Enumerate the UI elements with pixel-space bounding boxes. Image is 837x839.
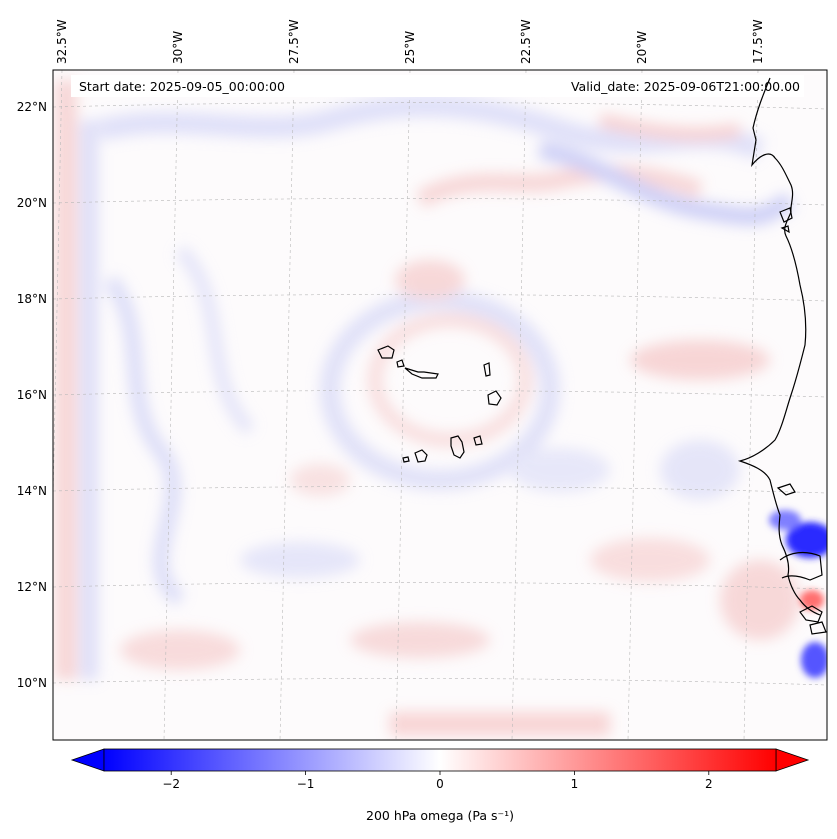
boa-vista-island [487,390,502,406]
date-header-band [71,75,804,97]
meridian-line [395,70,411,740]
sao-vicente-island [396,359,405,368]
colorbar-body [70,748,810,772]
colorbar-max-extend [775,748,810,772]
map-frame [52,69,828,741]
meridian-line [743,70,759,740]
gridlines [53,70,827,740]
colorbar-min-extend [70,748,105,772]
latitude-tick-label: 18°N [17,292,47,306]
coastlines [377,77,827,635]
latitude-tick-label: 10°N [17,676,47,690]
colorbar-gradient [103,748,777,772]
colorbar-label: 200 hPa omega (Pa s⁻¹) [366,808,514,823]
longitude-tick-label: 25°W [403,31,417,64]
west-africa-coastline [737,77,821,616]
longitude-tick-label: 20°W [635,31,649,64]
parallel-line [53,390,827,398]
omega-field [55,80,827,736]
latitude-tick-label: 22°N [17,100,47,114]
fogo-island [414,449,428,463]
western-sahara-islands [779,207,793,234]
latitude-tick-label: 16°N [17,388,47,402]
longitude-tick-label: 27.5°W [287,19,301,64]
senegal-coast-detail [776,483,796,496]
parallel-line [53,582,827,590]
colorbar-tick-label: −1 [297,777,315,791]
gambia-estuary [779,551,823,581]
parallel-line [53,198,827,206]
brava-island [402,456,410,463]
colorbar-tick-label: 1 [571,777,579,791]
santiago-island [450,435,465,459]
longitude-tick-label: 22.5°W [519,19,533,64]
meridian-line [511,70,527,740]
parallel-line [53,486,827,494]
longitude-tick-labels: 32.5°W 30°W 27.5°W 25°W 22.5°W 20°W 17.5°W [55,19,765,64]
guinea-bissau-islands [799,605,827,635]
longitude-tick-label: 17.5°W [751,19,765,64]
maio-island [473,435,483,446]
valid-date-label: Valid_date: 2025-09-06T21:00:00.00 [571,79,800,94]
parallel-line [53,678,827,686]
parallel-line [53,102,827,110]
sal-island [483,362,491,377]
meridian-line [163,70,179,740]
colorbar-tick-label: 0 [436,777,444,791]
colorbar-tick-label: 2 [705,777,713,791]
colorbar: −2 −1 0 1 2 200 hPa omega (Pa s⁻¹) [70,748,810,823]
meridian-line [627,70,643,740]
meridian-line [279,70,295,740]
latitude-tick-label: 14°N [17,484,47,498]
longitude-tick-label: 32.5°W [55,19,69,64]
map-panel: Start date: 2025-09-05_00:00:00 Valid_da… [17,19,828,741]
colorbar-ticks: −2 −1 0 1 2 [162,771,713,791]
santo-antao-island [377,345,395,359]
latitude-tick-label: 12°N [17,580,47,594]
longitude-tick-label: 30°W [171,31,185,64]
colorbar-tick-label: −2 [162,777,180,791]
parallel-line [53,294,827,302]
sao-nicolau-island [404,367,439,379]
start-date-label: Start date: 2025-09-05_00:00:00 [79,79,285,94]
latitude-tick-label: 20°N [17,196,47,210]
latitude-tick-labels: 22°N 20°N 18°N 16°N 14°N 12°N 10°N [17,100,47,690]
